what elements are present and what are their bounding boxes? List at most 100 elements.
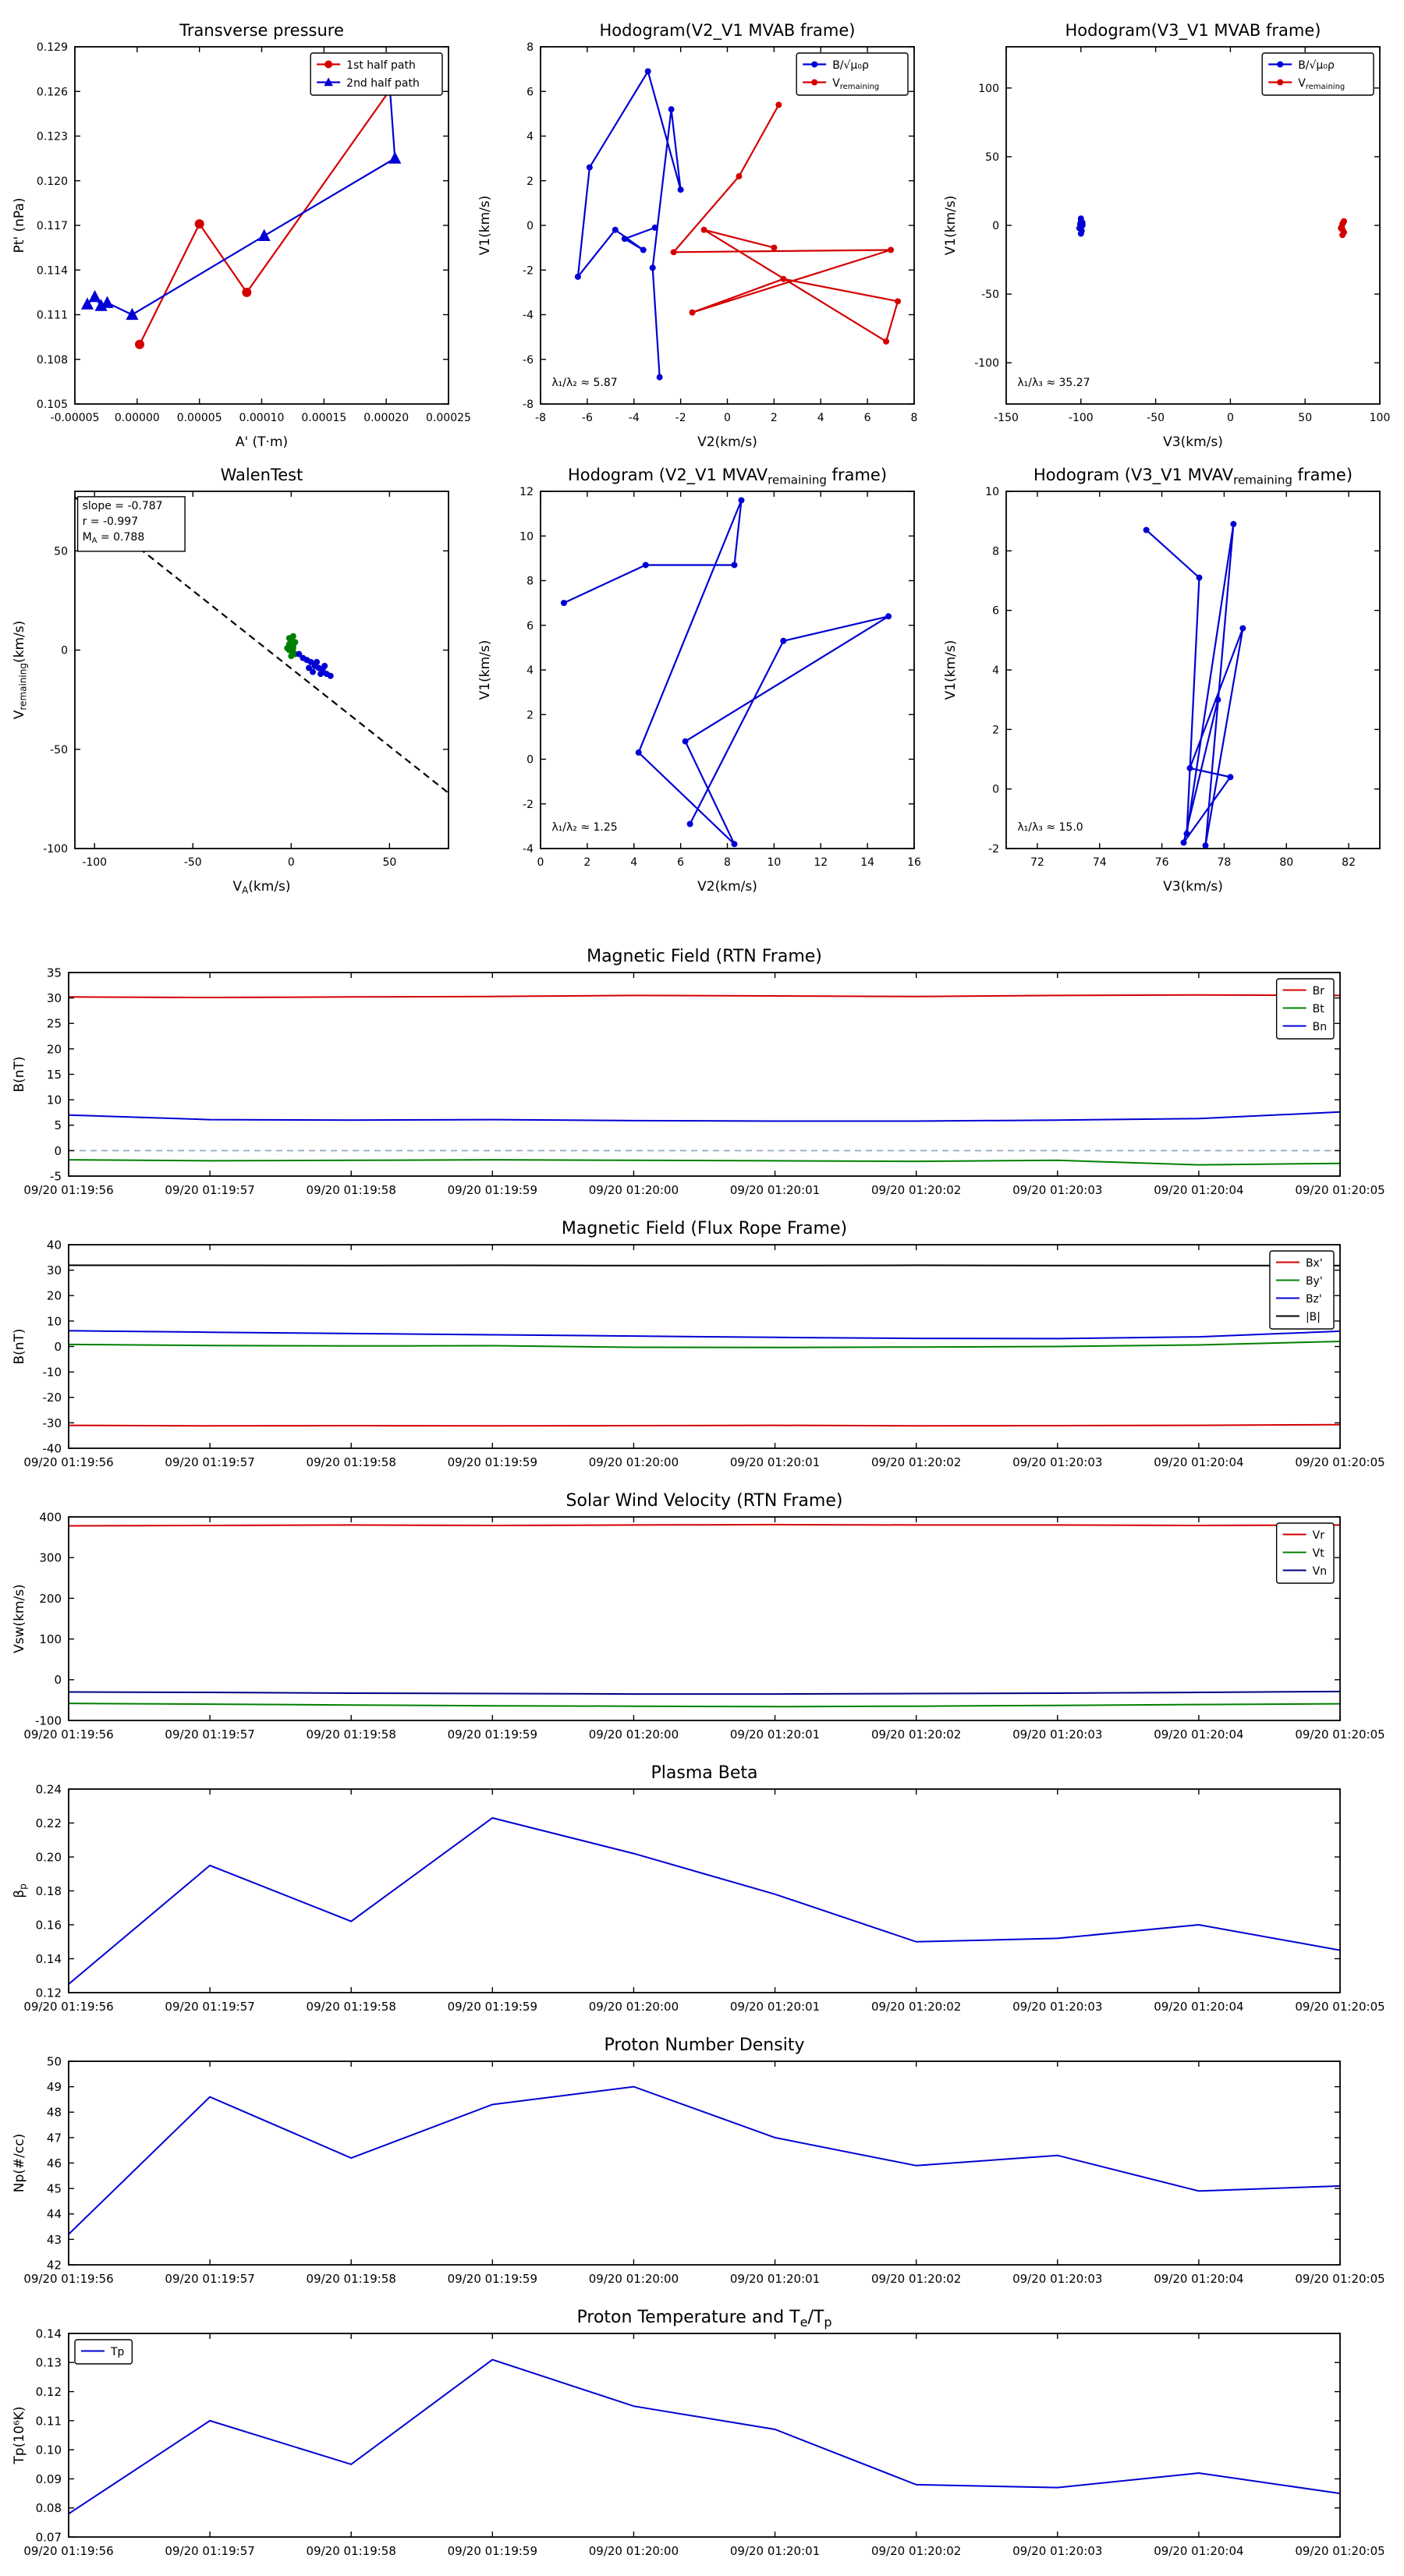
y-tick-label: 0.13 bbox=[36, 2356, 62, 2370]
annotation: slope = -0.787 bbox=[83, 500, 163, 512]
x-tick-label: 09/20 01:20:02 bbox=[871, 2272, 961, 2286]
axes-background bbox=[541, 47, 914, 404]
y-tick-label: -2 bbox=[523, 264, 534, 277]
y-axis-label: V1(km/s) bbox=[943, 640, 959, 700]
y-tick-label: 20 bbox=[47, 1042, 62, 1056]
x-tick-label: 82 bbox=[1342, 856, 1356, 869]
x-tick-label: 09/20 01:20:00 bbox=[589, 2000, 679, 2014]
x-tick-label: 09/20 01:20:01 bbox=[730, 2000, 820, 2014]
y-tick-label: 100 bbox=[978, 83, 999, 95]
y-tick-label: 30 bbox=[47, 991, 62, 1005]
y-axis-label: βp bbox=[12, 1883, 29, 1897]
x-tick-label: 09/20 01:20:00 bbox=[589, 2544, 679, 2558]
x-tick-label: 0.00010 bbox=[239, 412, 285, 424]
annotation: λ₁/λ₂ ≈ 1.25 bbox=[551, 821, 617, 834]
y-tick-label: -10 bbox=[43, 1366, 62, 1380]
x-tick-label: -2 bbox=[675, 412, 686, 424]
x-tick-label: 09/20 01:20:05 bbox=[1295, 1183, 1384, 1197]
x-tick-label: 09/20 01:19:57 bbox=[165, 2000, 254, 2014]
x-tick-label: -0.00005 bbox=[51, 412, 100, 424]
y-tick-label: 50 bbox=[985, 151, 999, 164]
y-axis-label: V1(km/s) bbox=[477, 196, 493, 256]
y-tick-label: 0.20 bbox=[36, 1850, 62, 1864]
x-tick-label: 2 bbox=[583, 856, 590, 869]
y-tick-label: 0.108 bbox=[37, 354, 68, 367]
x-tick-label: 09/20 01:20:05 bbox=[1295, 1727, 1384, 1742]
x-tick-label: 0.00025 bbox=[426, 412, 471, 424]
y-tick-label: 0.123 bbox=[37, 131, 68, 144]
y-tick-label: 200 bbox=[39, 1592, 62, 1606]
y-tick-label: 43 bbox=[47, 2233, 62, 2247]
x-tick-label: 0.00015 bbox=[301, 412, 346, 424]
y-tick-label: 100 bbox=[39, 1632, 62, 1646]
x-tick-label: 09/20 01:19:58 bbox=[307, 1727, 396, 1742]
y-tick-label: 0 bbox=[61, 645, 68, 657]
y-tick-label: 45 bbox=[47, 2182, 62, 2196]
x-tick-label: 100 bbox=[1370, 412, 1391, 424]
y-tick-label: 49 bbox=[47, 2080, 62, 2094]
x-tick-label: 09/20 01:19:59 bbox=[448, 2544, 537, 2558]
x-tick-label: 09/20 01:20:05 bbox=[1295, 2000, 1384, 2014]
y-tick-label: -40 bbox=[43, 1441, 62, 1455]
x-tick-label: 12 bbox=[814, 856, 828, 869]
x-tick-label: 09/20 01:19:59 bbox=[448, 2272, 537, 2286]
y-tick-label: 6 bbox=[992, 605, 999, 618]
x-tick-label: 09/20 01:19:57 bbox=[165, 1183, 254, 1197]
legend-label: Vn bbox=[1313, 1565, 1327, 1578]
x-tick-label: 0.00020 bbox=[363, 412, 409, 424]
annotation: λ₁/λ₃ ≈ 15.0 bbox=[1017, 821, 1083, 834]
x-tick-label: 09/20 01:20:04 bbox=[1154, 1727, 1243, 1742]
y-tick-label: -2 bbox=[988, 843, 999, 856]
timeseries-stack: 09/20 01:19:56 09/20 01:19:57 09/20 01:19:… bbox=[6, 943, 1404, 2573]
x-tick-label: 09/20 01:20:04 bbox=[1154, 2000, 1243, 2014]
y-tick-label: 0 bbox=[992, 220, 999, 232]
y-axis-label: Np(#/cc) bbox=[12, 2134, 27, 2192]
x-tick-label: 09/20 01:19:57 bbox=[165, 1727, 254, 1742]
y-tick-label: 47 bbox=[47, 2131, 62, 2145]
x-tick-label: 09/20 01:20:00 bbox=[589, 1183, 679, 1197]
y-tick-label: 42 bbox=[47, 2258, 62, 2272]
y-tick-label: -8 bbox=[523, 399, 534, 411]
x-tick-label: 09/20 01:20:03 bbox=[1012, 2544, 1102, 2558]
y-tick-label: 40 bbox=[47, 1238, 62, 1252]
x-tick-label: 09/20 01:20:05 bbox=[1295, 2544, 1384, 2558]
x-tick-label: 16 bbox=[907, 856, 921, 869]
y-tick-label: 0.129 bbox=[37, 41, 68, 54]
solar-wind-velocity-plot: 09/20 01:19:56 09/20 01:19:57 09/20 01:19:… bbox=[6, 1487, 1395, 1756]
y-tick-label: -50 bbox=[981, 289, 999, 301]
y-tick-label: 0.07 bbox=[36, 2530, 62, 2544]
x-tick-label: 09/20 01:19:56 bbox=[23, 1727, 113, 1742]
y-axis-label: Tp(10⁶K) bbox=[12, 2406, 27, 2464]
x-tick-label: -50 bbox=[184, 856, 202, 869]
y-tick-label: -20 bbox=[43, 1391, 62, 1405]
y-axis-label: B(nT) bbox=[12, 1056, 27, 1092]
y-tick-label: 8 bbox=[526, 41, 534, 54]
y-tick-label: 6 bbox=[526, 620, 534, 632]
y-tick-label: 5 bbox=[54, 1118, 62, 1132]
legend-label: Bt bbox=[1313, 1003, 1325, 1015]
y-tick-label: 6 bbox=[526, 86, 534, 98]
y-tick-label: 0.105 bbox=[37, 399, 68, 411]
y-tick-label: 50 bbox=[54, 545, 68, 558]
chart-title: Magnetic Field (RTN Frame) bbox=[587, 947, 822, 966]
x-tick-label: 09/20 01:20:04 bbox=[1154, 2272, 1243, 2286]
y-tick-label: 4 bbox=[992, 664, 999, 677]
y-tick-label: -6 bbox=[523, 354, 534, 367]
x-tick-label: 10 bbox=[767, 856, 781, 869]
legend-label: Bn bbox=[1313, 1021, 1327, 1033]
y-tick-label: 0.111 bbox=[37, 310, 68, 322]
legend-label: Tp bbox=[110, 2346, 125, 2358]
y-tick-label: 10 bbox=[47, 1093, 62, 1107]
y-tick-label: -50 bbox=[50, 744, 68, 757]
